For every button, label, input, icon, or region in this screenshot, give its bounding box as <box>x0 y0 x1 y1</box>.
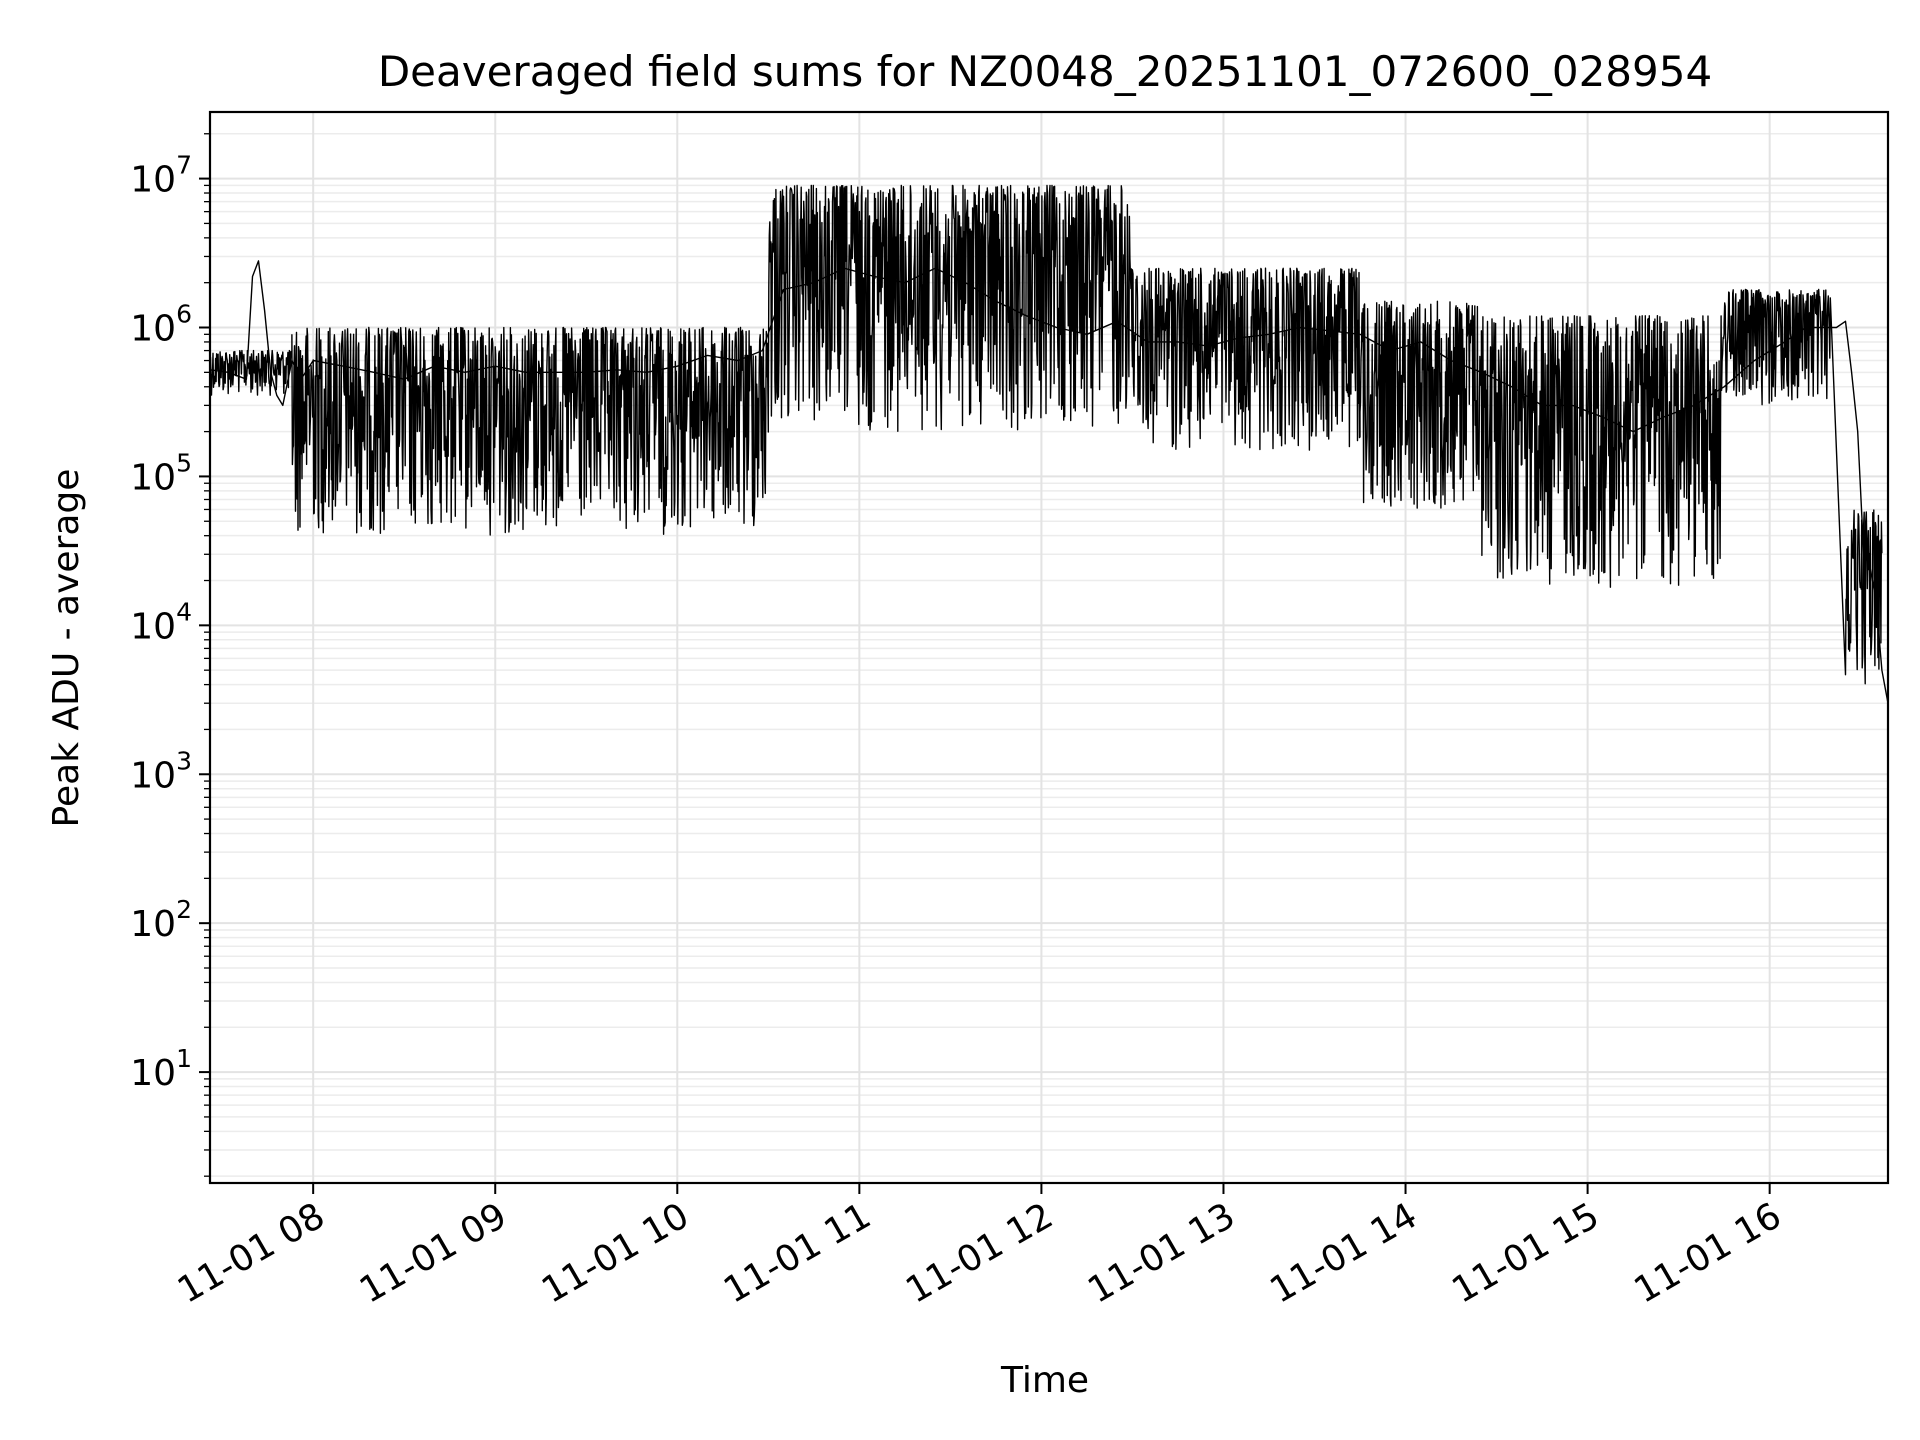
x-axis-label: Time <box>1000 1360 1089 1401</box>
y-tick-exponent: 3 <box>176 746 192 775</box>
y-tick-base: 10 <box>130 1053 176 1094</box>
y-tick-label: 104 <box>130 597 192 647</box>
grid-lines <box>210 112 1888 1183</box>
y-tick-base: 10 <box>130 160 176 201</box>
series-noise-trace <box>209 184 1883 685</box>
x-tick-label: 11-01 16 <box>1627 1195 1788 1311</box>
y-tick-exponent: 7 <box>176 151 192 180</box>
x-axis-ticks: 11-01 08 11-01 09 11-01 10 11-01 11 11-01 12… <box>171 1183 1788 1312</box>
y-tick-label: 105 <box>130 448 192 498</box>
y-tick-base: 10 <box>130 606 176 647</box>
y-tick-exponent: 1 <box>176 1044 192 1073</box>
y-tick-label: 101 <box>130 1044 192 1094</box>
chart-title: Deaveraged field sums for NZ0048_2025110… <box>378 47 1712 96</box>
x-tick-label: 11-01 12 <box>899 1195 1060 1311</box>
y-tick-exponent: 5 <box>176 448 192 477</box>
series-line <box>209 260 1889 704</box>
x-tick-label: 11-01 11 <box>717 1195 878 1311</box>
x-tick-label: 11-01 13 <box>1081 1195 1242 1311</box>
y-tick-label: 103 <box>130 746 192 796</box>
y-tick-base: 10 <box>130 755 176 796</box>
x-tick-label: 11-01 15 <box>1445 1195 1606 1311</box>
y-tick-exponent: 6 <box>176 300 192 329</box>
y-tick-base: 10 <box>130 904 176 945</box>
y-tick-label: 102 <box>130 895 192 945</box>
plot-frame <box>208 110 1890 1185</box>
y-tick-base: 10 <box>130 309 176 350</box>
x-tick-label: 11-01 08 <box>171 1195 332 1311</box>
x-tick-label: 11-01 14 <box>1263 1195 1424 1311</box>
y-tick-exponent: 4 <box>176 597 192 626</box>
data-series <box>209 184 1889 704</box>
y-tick-exponent: 2 <box>176 895 192 924</box>
x-tick-label: 11-01 09 <box>353 1195 514 1311</box>
y-tick-label: 107 <box>130 151 192 201</box>
y-tick-label: 106 <box>130 300 192 350</box>
x-tick-label: 11-01 10 <box>535 1195 696 1311</box>
y-tick-base: 10 <box>130 457 176 498</box>
y-axis-label: Peak ADU - average <box>46 469 87 828</box>
